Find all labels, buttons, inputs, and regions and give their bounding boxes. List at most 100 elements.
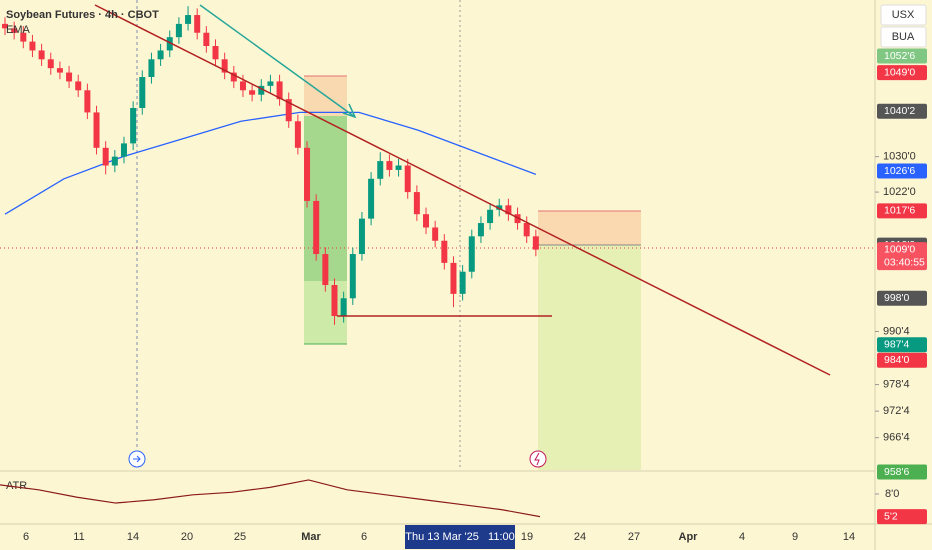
candle-body [505,205,512,215]
candle-body [404,165,411,193]
candle-body [194,15,201,33]
time-label: 14 [843,531,855,543]
price-tag-label: 1049'0 [884,66,915,78]
candle-body [285,99,292,122]
candle-body [413,192,420,215]
candle-body [514,214,521,224]
symbol-title: Soybean Futures · 4h · CBOT [6,9,159,21]
time-label: 11 [73,531,84,543]
candle-body [386,161,393,170]
candle-body [148,59,155,78]
time-label: 25 [234,531,246,543]
candle-body [349,254,356,299]
price-tag [877,464,927,480]
candle-body [294,121,301,148]
candle-body [47,59,54,69]
candle-body [468,236,475,272]
event-icon-glyph [133,455,141,463]
time-label: 9 [792,531,798,543]
price-tag [877,203,927,219]
alert-icon[interactable] [529,450,547,468]
currency-button[interactable] [880,4,927,26]
candle-body [93,112,100,148]
candle-body [230,72,237,82]
candle-body [377,161,384,179]
candle-body [130,107,137,144]
price-tag [877,337,927,353]
candle-body [331,285,338,316]
price-tag [877,65,927,81]
alert-icon-glyph [534,452,540,466]
candle-body [258,85,265,95]
price-tag [877,290,927,306]
time-label: 24 [574,531,586,543]
time-label: 27 [628,531,640,543]
atr-tag-label: 5'2 [884,510,898,522]
candle-body [157,50,164,60]
candle-body [56,68,63,73]
price-tag-label: 1052'6 [884,50,915,62]
candle-body [111,156,118,166]
candle-body [304,147,311,201]
candle-body [322,254,329,286]
price-tag-label: 1040'2 [884,105,915,117]
candle-body [395,165,402,170]
price-tag-countdown: 03:40:55 [884,256,925,268]
indicator-label: EMA [6,24,31,36]
candle-body [487,209,494,224]
atr-label: ATR [6,480,27,492]
crosshair-time-label: Thu 13 Mar '25 11:00 [405,531,515,543]
candle-body [11,28,18,33]
short-target-zone [538,245,641,470]
price-tag-label: 984'0 [884,354,910,366]
price-tag-label: 1009'0 [884,243,915,255]
price-tag [877,163,927,179]
y-tick-label: 972'4 [883,405,910,417]
candle-body [29,41,36,51]
candle-body [276,81,283,100]
candle-body [75,81,82,91]
price-tag [877,48,927,64]
price-tag-label: 958'6 [884,466,910,478]
candle-body [368,178,375,219]
candle-body [84,90,91,113]
candle-body [203,32,210,47]
crosshair-time-box [405,525,515,549]
candle-body [441,240,448,263]
candle-body [432,227,439,241]
time-label: Apr [679,531,699,543]
candle-body [496,205,503,210]
candle-body [20,32,27,42]
candle-body [166,37,173,51]
candle-body [249,90,256,95]
price-tag [877,103,927,119]
candle-body [358,218,365,255]
candle-body [2,23,8,29]
candle-body [267,81,274,86]
atr-tick-label: 8'0 [885,488,899,500]
time-label: 6 [23,531,29,543]
candle-body [239,81,246,91]
price-tag-label: 987'4 [884,339,910,351]
price-tag-label: 998'0 [884,292,910,304]
currency-label: USX [892,9,915,21]
candle-body [532,236,539,250]
time-label: Mar [301,531,321,543]
price-tag-label: 1026'6 [884,165,915,177]
arrow-line [199,4,356,118]
candle-body [477,223,484,237]
unit-button[interactable] [880,26,927,48]
trendline [94,4,831,376]
candle-body [139,77,146,108]
candle-body [175,23,182,38]
candle-body [423,214,430,228]
candle-body [340,298,347,316]
time-label: 6 [361,531,367,543]
candle-body [212,46,219,60]
y-tick-label: 966'4 [883,432,910,444]
price-tag-label: 1017'6 [884,205,915,217]
candle-body [313,200,320,255]
y-tick-label: 1030'0 [883,151,916,163]
atr-line [0,479,541,518]
